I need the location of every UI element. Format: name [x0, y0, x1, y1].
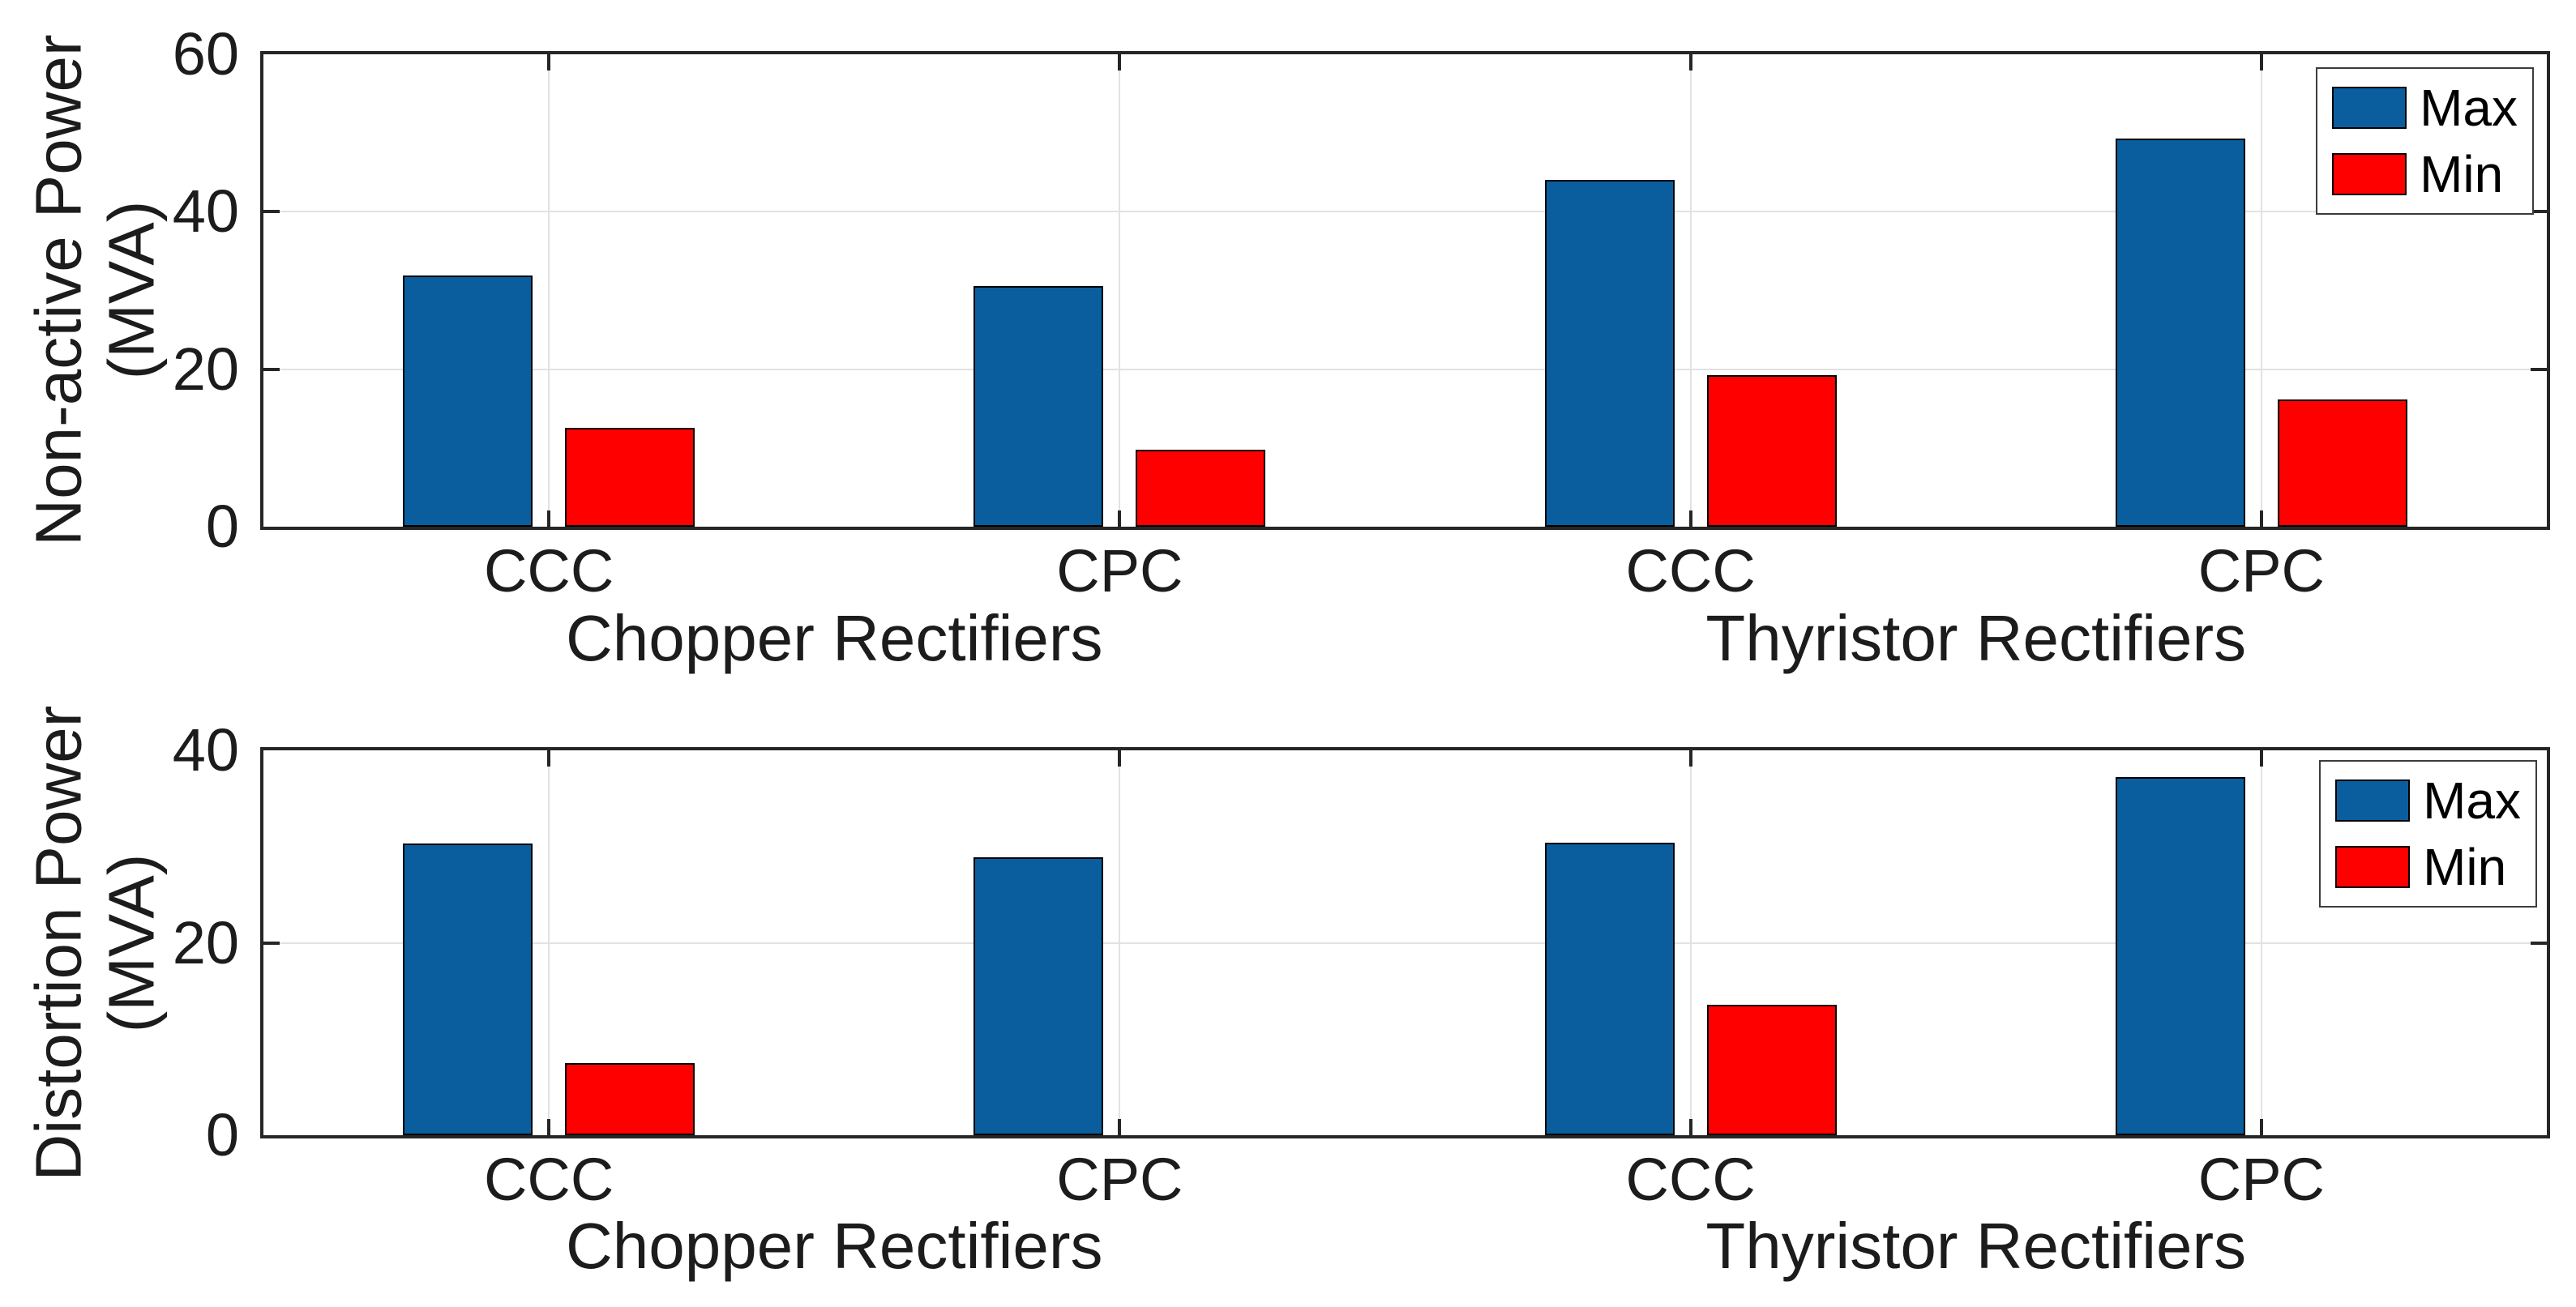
y-gridline: [263, 368, 2547, 370]
x-gridline: [1689, 750, 1692, 1135]
x-gridline: [2260, 750, 2262, 1135]
x-tick-label: CCC: [1625, 537, 1756, 604]
bar-layer: [263, 54, 2547, 527]
bar-max: [973, 285, 1104, 527]
legend-item-min: Min: [2335, 841, 2521, 893]
legend-label: Max: [2420, 79, 2518, 137]
y-axis-label: Non-active Power (MVA): [23, 34, 169, 545]
x-tick-label: CPC: [2197, 537, 2325, 604]
grid-layer: [263, 54, 2547, 527]
legend-swatch-max-icon: [2332, 87, 2407, 129]
y-axis-label-line2: (MVA): [96, 200, 168, 380]
x-group-label: Thyristor Rectifiers: [1705, 602, 2247, 674]
x-group-label: Chopper Rectifiers: [566, 1210, 1103, 1282]
y-tick-mark-left: [263, 210, 280, 214]
legend-item-min: Min: [2332, 148, 2518, 200]
x-gridline: [1689, 54, 1692, 527]
legend-swatch-min-icon: [2332, 153, 2407, 195]
bar-max: [403, 844, 533, 1135]
legend-label: Min: [2420, 145, 2504, 203]
bar-max: [1544, 180, 1675, 527]
plot-area: [260, 747, 2550, 1138]
x-gridline: [548, 750, 550, 1135]
x-tick-mark-top: [1688, 750, 1692, 767]
y-tick-label: 20: [172, 908, 239, 976]
x-tick-mark-bottom: [2259, 510, 2263, 527]
y-tick-label: 40: [172, 177, 239, 246]
y-gridline: [263, 942, 2547, 944]
legend-label: Max: [2423, 771, 2521, 830]
x-tick-label: CPC: [2197, 1146, 2325, 1213]
bar-min: [565, 1062, 695, 1135]
y-tick-label: 0: [205, 493, 239, 560]
y-axis-label-line1: Non-active Power: [22, 34, 95, 546]
x-tick-mark-bottom: [1118, 510, 1122, 527]
y-tick-label: 40: [172, 716, 239, 784]
y-tick-label: 0: [205, 1101, 239, 1168]
bar-max: [403, 275, 533, 527]
x-tick-mark-bottom: [1118, 1119, 1122, 1135]
y-tick-mark-right: [2531, 210, 2547, 214]
x-tick-label: CCC: [483, 1146, 614, 1213]
legend-item-max: Max: [2332, 82, 2518, 134]
y-tick-mark-left: [263, 941, 280, 945]
x-gridline: [2260, 54, 2262, 527]
bar-min: [565, 427, 695, 527]
x-gridline: [1119, 54, 1121, 527]
x-tick-mark-bottom: [1688, 1119, 1692, 1135]
bar-max: [2115, 777, 2245, 1135]
legend-swatch-min-icon: [2335, 846, 2411, 888]
x-group-label: Chopper Rectifiers: [566, 602, 1103, 674]
y-tick-mark-left: [263, 367, 280, 371]
x-tick-mark-bottom: [1688, 510, 1692, 527]
x-tick-label: CPC: [1056, 1146, 1183, 1213]
y-axis-label-line2: (MVA): [96, 853, 168, 1033]
x-tick-mark-top: [547, 750, 551, 767]
x-gridline: [548, 54, 550, 527]
x-tick-mark-bottom: [547, 1119, 551, 1135]
legend-item-max: Max: [2335, 775, 2521, 826]
x-tick-mark-top: [2259, 750, 2263, 767]
bar-min: [2277, 399, 2407, 527]
legend: Max Min: [2319, 760, 2537, 908]
legend: Max Min: [2316, 67, 2534, 215]
bar-max: [1544, 843, 1675, 1135]
x-tick-label: CPC: [1056, 537, 1183, 604]
legend-swatch-max-icon: [2335, 780, 2411, 822]
tick-layer: [263, 750, 2547, 1135]
x-tick-mark-bottom: [2259, 1119, 2263, 1135]
x-tick-mark-top: [547, 54, 551, 70]
plot-area: [260, 51, 2550, 530]
grid-layer: [263, 750, 2547, 1135]
tick-layer: [263, 54, 2547, 527]
y-axis-label: Distortion Power (MVA): [23, 706, 169, 1181]
y-tick-label: 20: [172, 335, 239, 403]
x-tick-mark-top: [1118, 54, 1122, 70]
y-axis-label-line1: Distortion Power: [22, 705, 95, 1181]
bar-max: [973, 856, 1104, 1135]
x-tick-mark-top: [1688, 54, 1692, 70]
x-tick-mark-top: [2259, 54, 2263, 70]
x-tick-mark-bottom: [547, 510, 551, 527]
bar-layer: [263, 750, 2547, 1135]
bar-max: [2115, 138, 2245, 527]
x-gridline: [1119, 750, 1121, 1135]
y-gridline: [263, 211, 2547, 213]
x-tick-label: CCC: [1625, 1146, 1756, 1213]
y-tick-mark-right: [2531, 367, 2547, 371]
x-group-label: Thyristor Rectifiers: [1705, 1210, 2247, 1282]
bar-min: [1136, 449, 1266, 527]
bar-min: [1706, 1004, 1837, 1135]
bar-min: [1706, 375, 1837, 527]
x-tick-mark-top: [1118, 750, 1122, 767]
legend-label: Min: [2423, 838, 2507, 896]
y-tick-label: 60: [172, 20, 239, 88]
x-tick-label: CCC: [483, 537, 614, 604]
y-tick-mark-right: [2531, 941, 2547, 945]
